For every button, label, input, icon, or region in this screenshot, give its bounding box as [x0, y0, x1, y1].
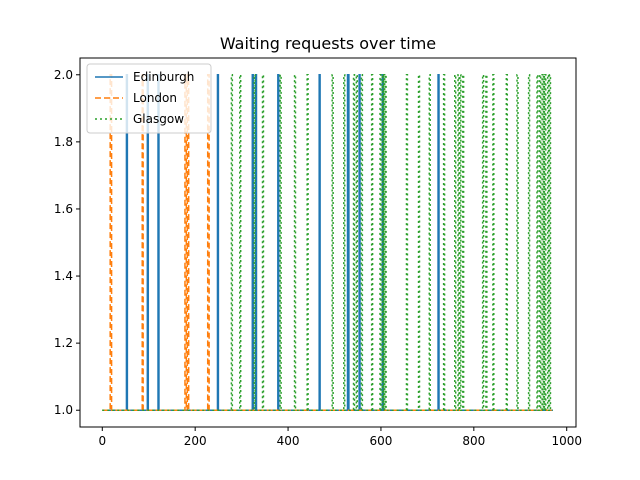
- legend-label-london: London: [133, 91, 177, 105]
- legend-box: [86, 63, 212, 134]
- x-tick-label: 600: [369, 434, 392, 448]
- legend: Edinburgh London Glasgow: [86, 63, 212, 134]
- x-axis: 0 200 400 600 800 1000: [98, 427, 582, 448]
- x-tick-label: 200: [184, 434, 207, 448]
- x-tick-label: 800: [462, 434, 485, 448]
- plot-frame: [79, 57, 577, 428]
- y-axis: 1.0 1.2 1.4 1.6 1.8 2.0: [54, 68, 80, 417]
- legend-label-glasgow: Glasgow: [133, 112, 184, 126]
- x-tick-label: 400: [277, 434, 300, 448]
- x-tick-label: 0: [98, 434, 106, 448]
- y-tick-label: 1.4: [54, 269, 73, 283]
- y-tick-label: 2.0: [54, 68, 73, 82]
- chart-title: Waiting requests over time: [220, 34, 436, 53]
- x-tick-label: 1000: [551, 434, 582, 448]
- y-tick-label: 1.8: [54, 135, 73, 149]
- y-tick-label: 1.6: [54, 202, 73, 216]
- y-tick-label: 1.0: [54, 403, 73, 417]
- legend-label-edinburgh: Edinburgh: [133, 70, 194, 84]
- y-tick-label: 1.2: [54, 336, 73, 350]
